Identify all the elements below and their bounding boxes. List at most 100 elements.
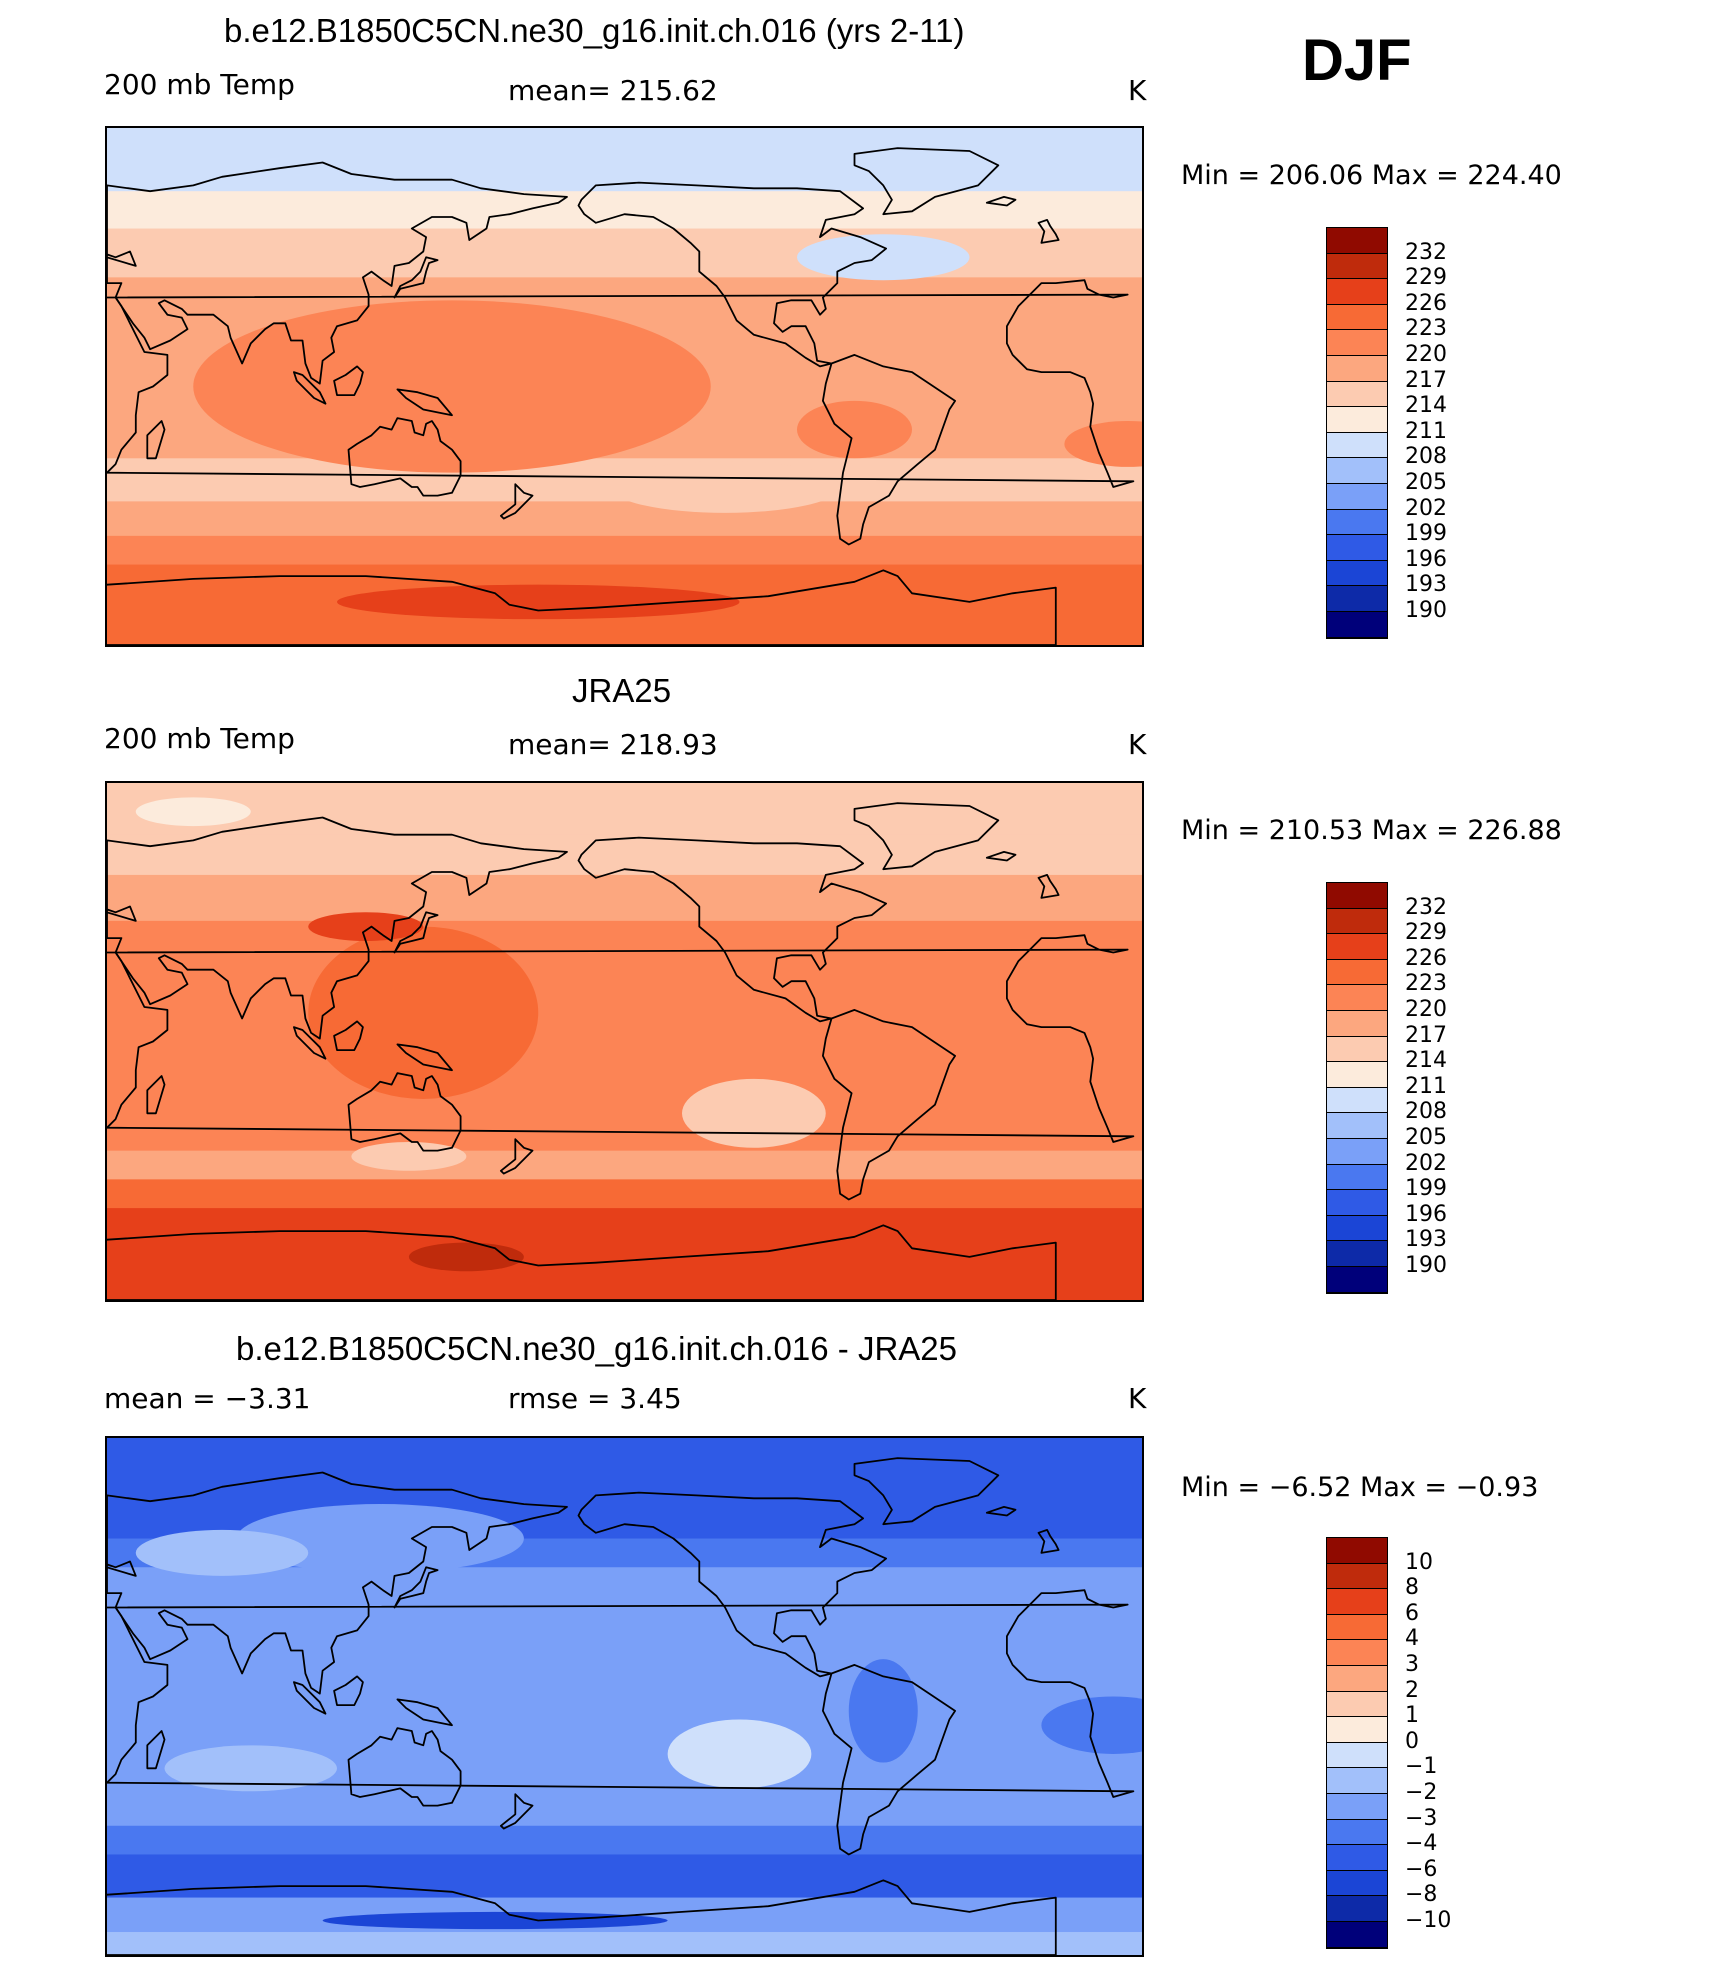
colorbar-cell (1327, 432, 1387, 459)
panel-2-map (105, 781, 1144, 1302)
colorbar-tick-label: 8 (1405, 1575, 1419, 1601)
coastline-north-america (577, 181, 887, 368)
colorbar-cell (1327, 908, 1387, 935)
colorbar-cell (1327, 1215, 1387, 1242)
coastline-uk (1037, 1529, 1060, 1554)
colorbar-tick-label: 208 (1405, 1099, 1447, 1125)
colorbar-cell (1327, 959, 1387, 986)
colorbar-tick-label: 232 (1405, 239, 1447, 265)
contour-band (107, 128, 1142, 192)
contour-region (193, 300, 711, 473)
colorbar-tick-label: 223 (1405, 316, 1447, 342)
coastline-europe-asia (107, 1471, 568, 1695)
panel-3-min-max: Min = −6.52 Max = −0.93 (1181, 1472, 1539, 1503)
coastline-new-zealand (500, 483, 534, 520)
colorbar-cell (1327, 1011, 1387, 1037)
colorbar-tick-label: 226 (1405, 945, 1447, 971)
colorbar-cell (1327, 1062, 1387, 1088)
contour-region (797, 400, 912, 459)
contour-band (107, 1932, 1142, 1955)
colorbar-tick-label: 229 (1405, 920, 1447, 946)
colorbar-cell (1327, 484, 1387, 510)
coastline-sumatra (293, 1681, 327, 1715)
coastline-sumatra (293, 371, 327, 405)
contour-band (107, 191, 1142, 230)
coastline-new-zealand (500, 1793, 534, 1830)
contour-region (164, 1745, 337, 1792)
colorbar-cell (1327, 1742, 1387, 1769)
colorbar-cell (1327, 1845, 1387, 1871)
coastline-greenland (853, 1457, 1000, 1526)
colorbar-tick-label: −2 (1405, 1780, 1438, 1805)
colorbar-cell (1327, 1267, 1387, 1293)
colorbar-cell (1327, 535, 1387, 561)
colorbar-tick-label: 211 (1405, 418, 1447, 444)
colorbar-cell (1327, 1896, 1387, 1922)
colorbar-tick-label: 211 (1405, 1073, 1447, 1099)
coastline-europe-asia (107, 161, 568, 385)
colorbar-tick-label: −8 (1405, 1882, 1438, 1908)
colorbar-cell (1327, 1614, 1387, 1641)
coastline-madagascar (146, 1075, 166, 1115)
panel-3-unit-label: K (1128, 1382, 1147, 1415)
colorbar-cell (1327, 458, 1387, 484)
coastline-africa (107, 1589, 1135, 1798)
colorbar-cell (1327, 1717, 1387, 1743)
coastline-uk (1037, 219, 1060, 244)
colorbar-tick-label: 193 (1405, 1227, 1447, 1253)
colorbar-tick-label: 202 (1405, 1150, 1447, 1176)
colorbar-cell (1327, 1139, 1387, 1165)
colorbar-tick-label: 214 (1405, 1048, 1447, 1074)
colorbar-cell (1327, 1640, 1387, 1666)
colorbar-cell (1327, 304, 1387, 331)
colorbar-tick-label: 205 (1405, 470, 1447, 495)
colorbar-tick-label: 0 (1405, 1728, 1419, 1754)
colorbar-tick-label: 190 (1405, 598, 1447, 623)
contour-region (322, 1911, 668, 1930)
colorbar-cell (1327, 1768, 1387, 1794)
contour-region (135, 797, 251, 827)
colorbar-cell (1327, 586, 1387, 612)
panel-1-map (105, 126, 1144, 647)
coastline-greenland (853, 802, 1000, 871)
colorbar-tick-label: 217 (1405, 1022, 1447, 1048)
colorbar-tick-label: 229 (1405, 265, 1447, 291)
colorbar-cell (1327, 356, 1387, 382)
contour-region (610, 461, 841, 513)
contour-band (107, 1179, 1142, 1209)
contour-region (351, 1142, 467, 1171)
coastline-iceland (985, 196, 1017, 207)
colorbar-cell (1327, 407, 1387, 433)
colorbar-cell (1327, 883, 1387, 909)
coastline-greenland (853, 147, 1000, 216)
colorbar-cell (1327, 1241, 1387, 1267)
colorbar-tick-label: 199 (1405, 521, 1447, 547)
colorbar-box (1326, 882, 1388, 1294)
coastline-antarctica (107, 569, 1057, 645)
coastline-australia (347, 417, 462, 497)
contour-band (107, 228, 1142, 278)
colorbar-tick-label: 4 (1405, 1626, 1419, 1652)
coastline-south-america (822, 1009, 956, 1201)
colorbar-tick-label: −10 (1405, 1908, 1452, 1933)
colorbar-cell (1327, 1538, 1387, 1564)
map-canvas (107, 783, 1142, 1300)
colorbar-tick-label: 226 (1405, 290, 1447, 316)
panel-3-map (105, 1436, 1144, 1957)
colorbar-tick-label: 202 (1405, 495, 1447, 521)
colorbar-cell (1327, 1190, 1387, 1216)
coastline-north-america (577, 1491, 887, 1678)
contour-band (107, 1854, 1142, 1899)
colorbar-tick-label: 2 (1405, 1677, 1419, 1703)
coastline-australia (347, 1727, 462, 1807)
colorbar-tick-label: 199 (1405, 1176, 1447, 1202)
panel-2-variable-label: 200 mb Temp (104, 722, 295, 755)
coastline-japan (393, 1566, 439, 1609)
coastline-iceland (985, 851, 1017, 862)
colorbar-cell (1327, 1036, 1387, 1063)
colorbar-cell (1327, 228, 1387, 254)
colorbar-tick-label: 193 (1405, 572, 1447, 598)
coastline-africa (107, 934, 1135, 1143)
colorbar-cell (1327, 1691, 1387, 1718)
colorbar-cell (1327, 985, 1387, 1011)
